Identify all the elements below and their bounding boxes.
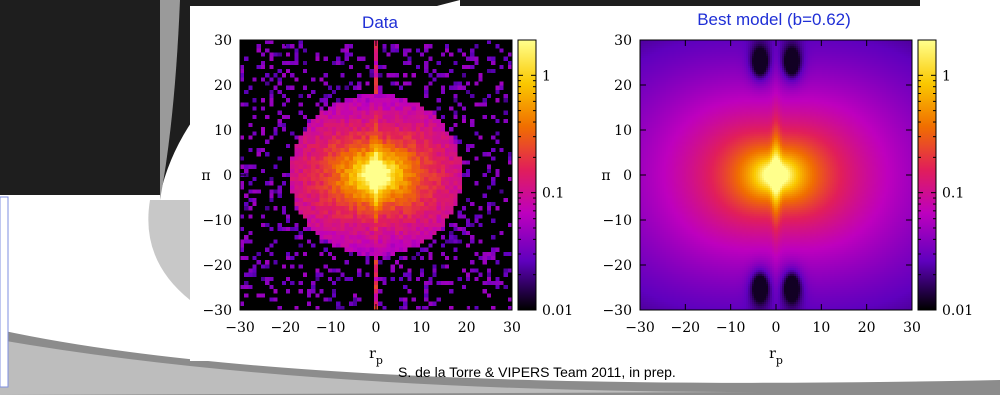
data-ytick-label: 10 (214, 123, 232, 139)
data-xtick-label: 20 (458, 320, 476, 336)
data-xtick-label: −30 (225, 320, 255, 336)
model-x-axis-label: rp (769, 346, 783, 367)
model-colorbar-label: 0.01 (942, 303, 973, 319)
data-ytick-label: 0 (223, 168, 232, 184)
top-dark-band (460, 0, 920, 6)
model-ytick-label: 0 (623, 168, 632, 184)
data-xtick-label: −20 (271, 320, 301, 336)
model-x-axis-subscript: p (776, 354, 783, 367)
model-xtick-label: −10 (716, 320, 746, 336)
model-xtick-label: 0 (772, 320, 781, 336)
data-colorbar-label: 0.1 (542, 186, 564, 202)
data-xtick-label: −10 (316, 320, 346, 336)
panel-title-model: Best model (b=0.62) (697, 10, 851, 29)
data-colorbar-frame (517, 39, 537, 311)
data-plot-frame (239, 39, 513, 311)
model-xtick-label: −30 (625, 320, 655, 336)
grey-swoosh-bottom-light (0, 340, 760, 395)
credit-text: S. de la Torre & VIPERS Team 2011, in pr… (398, 364, 676, 380)
data-xtick-label: 0 (372, 320, 381, 336)
model-colorbar-frame (917, 39, 937, 311)
heatmap-model (640, 40, 912, 310)
data-ytick-label: −30 (202, 303, 232, 319)
data-ytick-label: 20 (214, 78, 232, 94)
model-plot-frame (639, 39, 913, 311)
data-colorbar-label: 0.01 (542, 303, 573, 319)
model-colorbar-label: 1 (942, 68, 951, 84)
data-ytick-label: −20 (202, 258, 232, 274)
model-ytick-label: 20 (614, 78, 632, 94)
model-colorbar-label: 0.1 (942, 186, 964, 202)
dark-swoosh (0, 0, 460, 195)
data-ytick-label: −10 (202, 213, 232, 229)
colorbar-data (518, 40, 536, 310)
model-xtick-label: 30 (903, 320, 921, 336)
data-y-axis-label: π (201, 168, 210, 184)
model-ytick-label: −20 (602, 258, 632, 274)
left-sidebar-box (0, 196, 9, 388)
grey-arc-top (160, 0, 180, 200)
colorbar-model (918, 40, 936, 310)
model-y-axis-label: π (601, 168, 610, 184)
model-ytick-label: 30 (614, 33, 632, 49)
data-xtick-label: 10 (412, 320, 430, 336)
panel-title-data: Data (362, 13, 398, 32)
data-x-axis-subscript: p (376, 354, 383, 367)
model-xtick-label: −20 (671, 320, 701, 336)
model-ytick-label: −30 (602, 303, 632, 319)
data-ytick-label: 30 (214, 33, 232, 49)
model-ytick-label: 10 (614, 123, 632, 139)
data-xtick-label: 30 (503, 320, 521, 336)
model-ytick-label: −10 (602, 213, 632, 229)
data-x-axis-label: rp (369, 346, 383, 367)
heatmap-data (240, 40, 512, 310)
model-xtick-label: 20 (858, 320, 876, 336)
model-xtick-label: 10 (812, 320, 830, 336)
data-colorbar-label: 1 (542, 68, 551, 84)
